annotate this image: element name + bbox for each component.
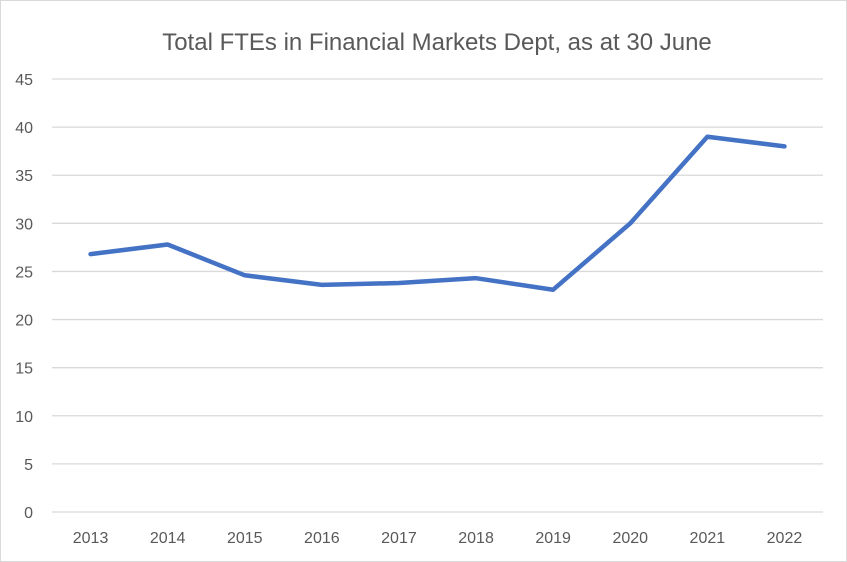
series-line xyxy=(88,134,787,292)
x-tick-label: 2014 xyxy=(150,530,186,547)
x-tick-label: 2020 xyxy=(612,530,648,547)
x-tick-label: 2019 xyxy=(535,530,571,547)
y-tick-label: 20 xyxy=(15,313,33,330)
x-tick-label: 2013 xyxy=(73,530,109,547)
y-tick-label: 45 xyxy=(15,72,33,89)
x-tick-label: 2022 xyxy=(767,530,803,547)
x-tick-label: 2017 xyxy=(381,530,417,547)
x-tick-label: 2015 xyxy=(227,530,263,547)
y-tick-label: 25 xyxy=(15,264,33,281)
x-tick-label: 2018 xyxy=(458,530,494,547)
y-tick-label: 5 xyxy=(24,457,33,474)
y-tick-label: 15 xyxy=(15,361,33,378)
y-tick-label: 0 xyxy=(24,505,33,522)
y-tick-label: 35 xyxy=(15,168,33,185)
x-tick-label: 2021 xyxy=(690,530,726,547)
y-tick-label: 30 xyxy=(15,216,33,233)
x-tick-label: 2016 xyxy=(304,530,340,547)
y-tick-label: 40 xyxy=(15,120,33,137)
y-tick-label: 10 xyxy=(15,409,33,426)
chart-title: Total FTEs in Financial Markets Dept, as… xyxy=(162,29,712,56)
